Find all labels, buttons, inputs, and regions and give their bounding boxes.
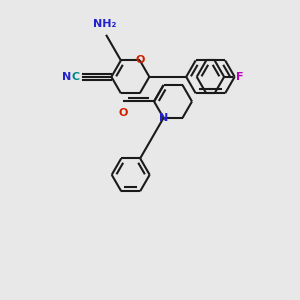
- Text: O: O: [135, 56, 145, 65]
- Text: N: N: [159, 113, 168, 123]
- Text: NH₂: NH₂: [93, 20, 116, 29]
- Text: F: F: [236, 72, 243, 82]
- Text: N: N: [62, 72, 72, 82]
- Text: C: C: [72, 72, 80, 82]
- Text: O: O: [118, 108, 128, 118]
